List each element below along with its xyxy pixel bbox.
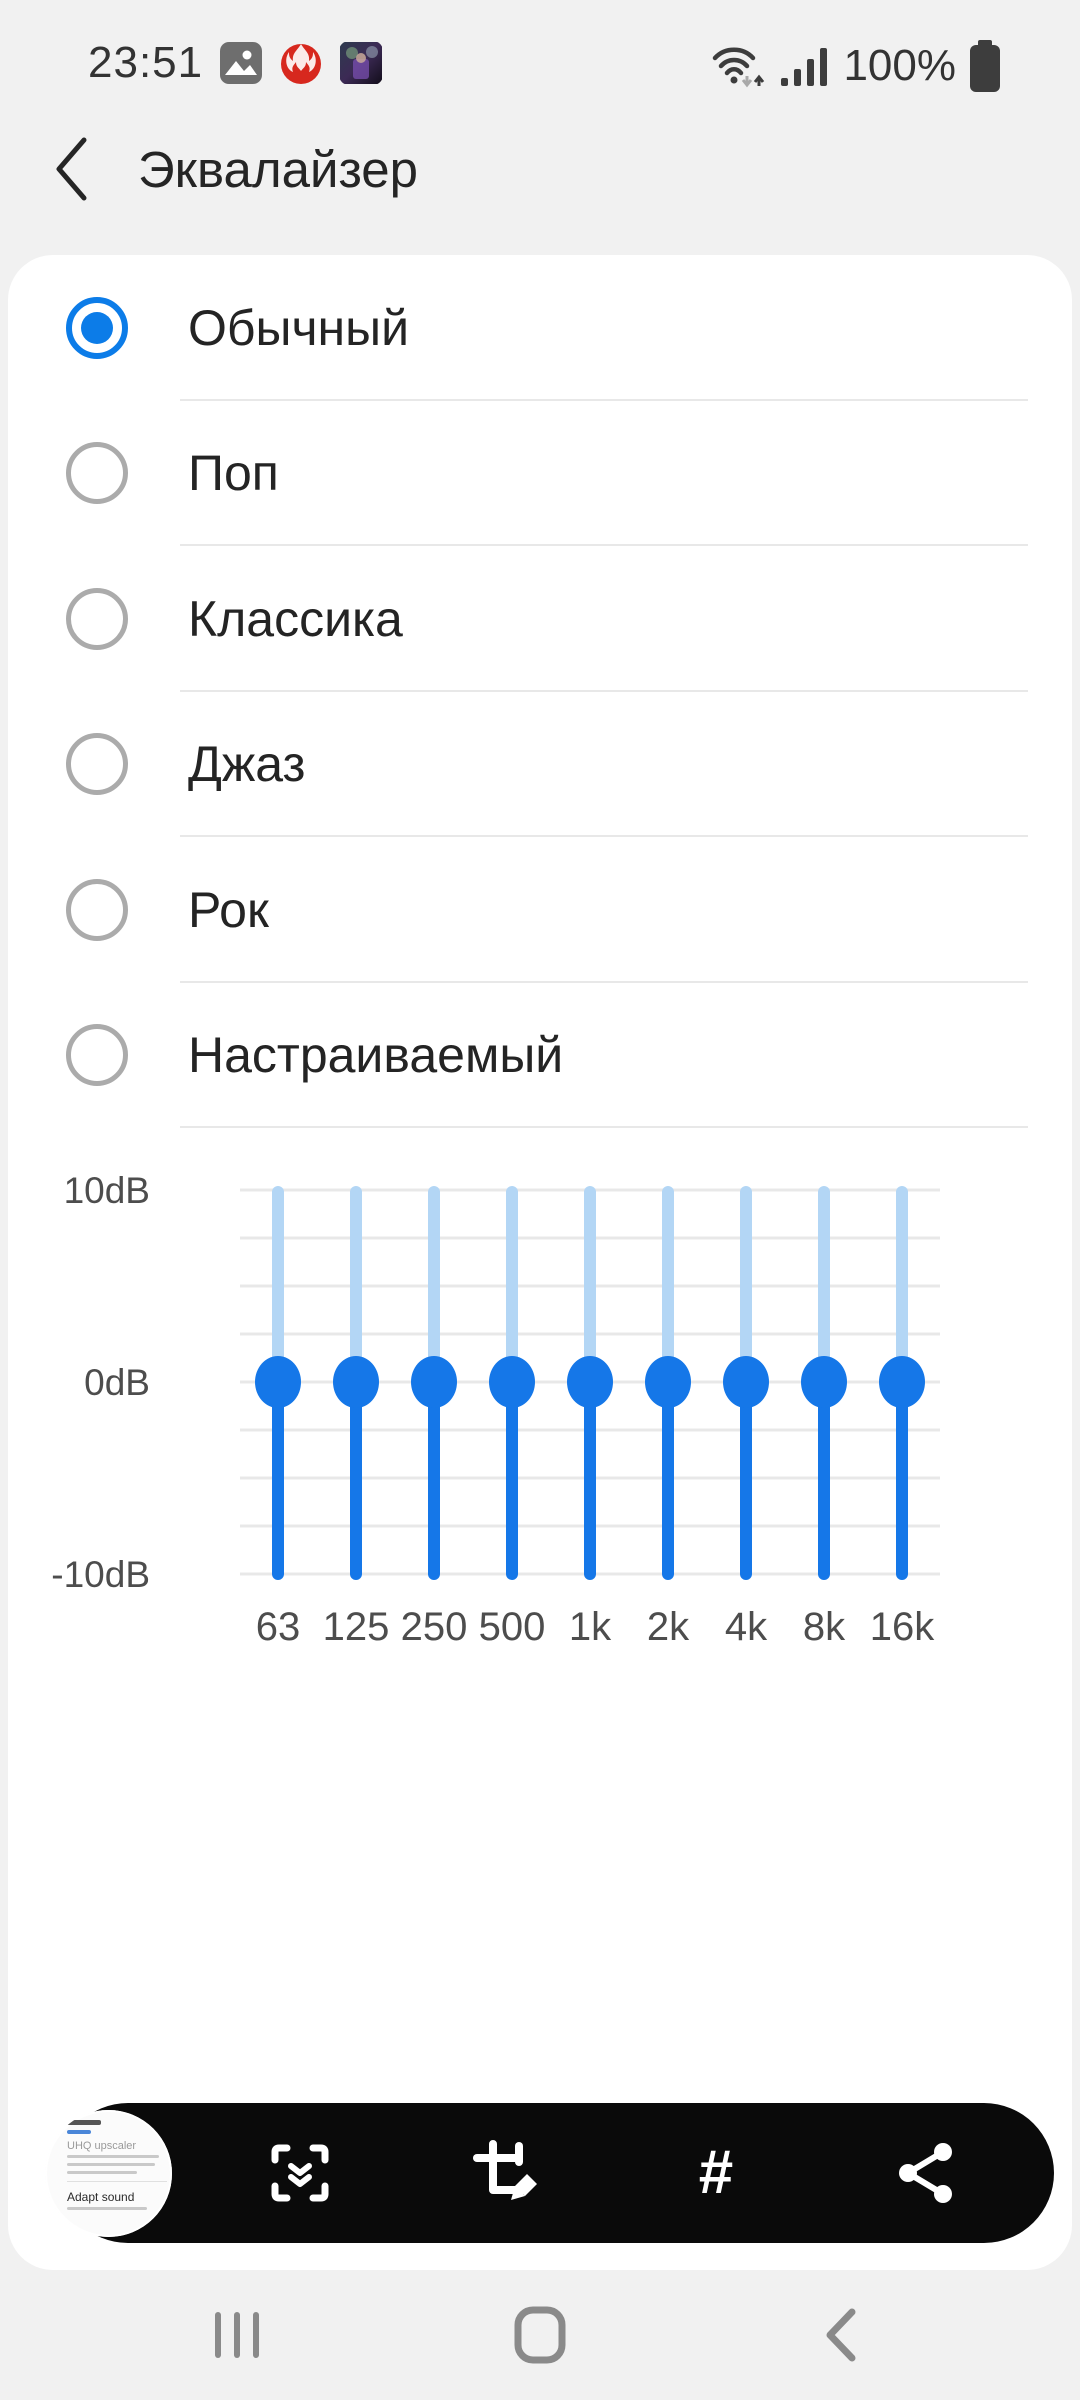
preset-label: Классика bbox=[188, 590, 403, 647]
slider-knob-16k[interactable] bbox=[879, 1356, 925, 1408]
screenshot-thumbnail[interactable]: UHQ upscaler Adapt sound bbox=[45, 2110, 172, 2237]
page-title: Эквалайзер bbox=[138, 140, 419, 198]
battery-icon bbox=[970, 40, 1000, 92]
status-right-group: 100% bbox=[711, 38, 1002, 94]
chevron-left-icon bbox=[56, 137, 87, 201]
battery-percent: 100% bbox=[843, 41, 956, 90]
thumbnail-preview: UHQ upscaler Adapt sound bbox=[67, 2120, 167, 2215]
preset-label: Рок bbox=[188, 881, 269, 938]
thumbnail-text: Adapt sound bbox=[67, 2190, 135, 2204]
x-axis-tick-label: 1k bbox=[569, 1605, 612, 1649]
game-icon bbox=[340, 42, 383, 84]
slider-knob-63[interactable] bbox=[255, 1356, 301, 1408]
slider-knob-250[interactable] bbox=[411, 1356, 457, 1408]
signal-icon bbox=[781, 48, 828, 86]
preset-label: Настраиваемый bbox=[188, 1027, 564, 1084]
gallery-icon bbox=[220, 42, 263, 84]
hashtag-icon: # bbox=[698, 2138, 734, 2207]
x-axis-tick-label: 16k bbox=[870, 1605, 935, 1649]
tag-button[interactable]: # bbox=[676, 2133, 756, 2213]
preset-row-custom[interactable]: Настраиваемый bbox=[8, 983, 1072, 1129]
preset-label: Обычный bbox=[188, 299, 409, 356]
x-axis-tick-label: 2k bbox=[647, 1605, 690, 1649]
home-icon bbox=[514, 2306, 566, 2364]
antutu-icon bbox=[281, 44, 322, 84]
radio-button[interactable] bbox=[66, 587, 128, 650]
slider-knob-4k[interactable] bbox=[723, 1356, 769, 1408]
scroll-capture-button[interactable] bbox=[260, 2133, 340, 2213]
preset-row-jazz[interactable]: Джаз bbox=[8, 692, 1072, 838]
clock: 23:51 bbox=[88, 38, 204, 87]
slider-knob-125[interactable] bbox=[333, 1356, 379, 1408]
recents-button[interactable] bbox=[177, 2280, 297, 2390]
home-button[interactable] bbox=[480, 2280, 600, 2390]
back-nav-button[interactable] bbox=[780, 2280, 900, 2390]
scroll-capture-icon bbox=[271, 2144, 329, 2202]
equalizer-chart-svg: 10dB 0dB -10dB 63 125 250 500 1k 2k 4k 8k 16k bbox=[51, 1170, 940, 1649]
status-bar: 23:51 bbox=[0, 0, 1080, 104]
radio-button[interactable] bbox=[66, 296, 128, 359]
wifi-icon bbox=[713, 47, 765, 88]
radio-button[interactable] bbox=[66, 733, 128, 796]
x-axis-tick-label: 500 bbox=[479, 1605, 546, 1649]
content-sheet: Обычный Поп Классика Джаз Рок Настраивае… bbox=[8, 255, 1072, 2270]
radio-button[interactable] bbox=[66, 878, 128, 941]
preset-label: Джаз bbox=[188, 736, 306, 793]
share-button[interactable] bbox=[886, 2133, 966, 2213]
edit-crop-icon bbox=[473, 2140, 537, 2200]
slider-knob-500[interactable] bbox=[489, 1356, 535, 1408]
preset-row-classic[interactable]: Классика bbox=[8, 546, 1072, 692]
status-left-group: 23:51 bbox=[88, 38, 383, 88]
preset-row-pop[interactable]: Поп bbox=[8, 401, 1072, 547]
share-icon bbox=[899, 2143, 952, 2203]
y-axis-tick-label: 10dB bbox=[64, 1170, 150, 1211]
radio-button[interactable] bbox=[66, 1024, 128, 1087]
y-axis-tick-label: -10dB bbox=[51, 1554, 150, 1595]
thumbnail-text: UHQ upscaler bbox=[67, 2140, 137, 2152]
y-axis-tick-label: 0dB bbox=[84, 1362, 150, 1403]
capture-toolbar: UHQ upscaler Adapt sound bbox=[45, 2103, 1054, 2243]
preset-label: Поп bbox=[188, 445, 279, 502]
preset-list: Обычный Поп Классика Джаз Рок Настраивае… bbox=[8, 255, 1072, 1128]
x-axis-tick-label: 125 bbox=[323, 1605, 390, 1649]
x-axis-tick-label: 8k bbox=[803, 1605, 846, 1649]
preset-row-rock[interactable]: Рок bbox=[8, 837, 1072, 983]
recents-icon bbox=[215, 2312, 259, 2358]
x-axis-tick-label: 250 bbox=[401, 1605, 468, 1649]
capture-toolbar-buttons: # bbox=[58, 2103, 1054, 2243]
header: Эквалайзер bbox=[0, 104, 1080, 234]
slider-knob-2k[interactable] bbox=[645, 1356, 691, 1408]
navigation-bar bbox=[0, 2270, 1080, 2400]
back-icon bbox=[826, 2308, 856, 2362]
slider-knob-1k[interactable] bbox=[567, 1356, 613, 1408]
edit-screenshot-button[interactable] bbox=[466, 2133, 546, 2213]
radio-button[interactable] bbox=[66, 442, 128, 505]
x-axis-tick-label: 63 bbox=[256, 1605, 301, 1649]
slider-knob-8k[interactable] bbox=[801, 1356, 847, 1408]
preset-row-normal[interactable]: Обычный bbox=[8, 255, 1072, 401]
x-axis-tick-label: 4k bbox=[725, 1605, 768, 1649]
back-button[interactable] bbox=[16, 114, 126, 224]
